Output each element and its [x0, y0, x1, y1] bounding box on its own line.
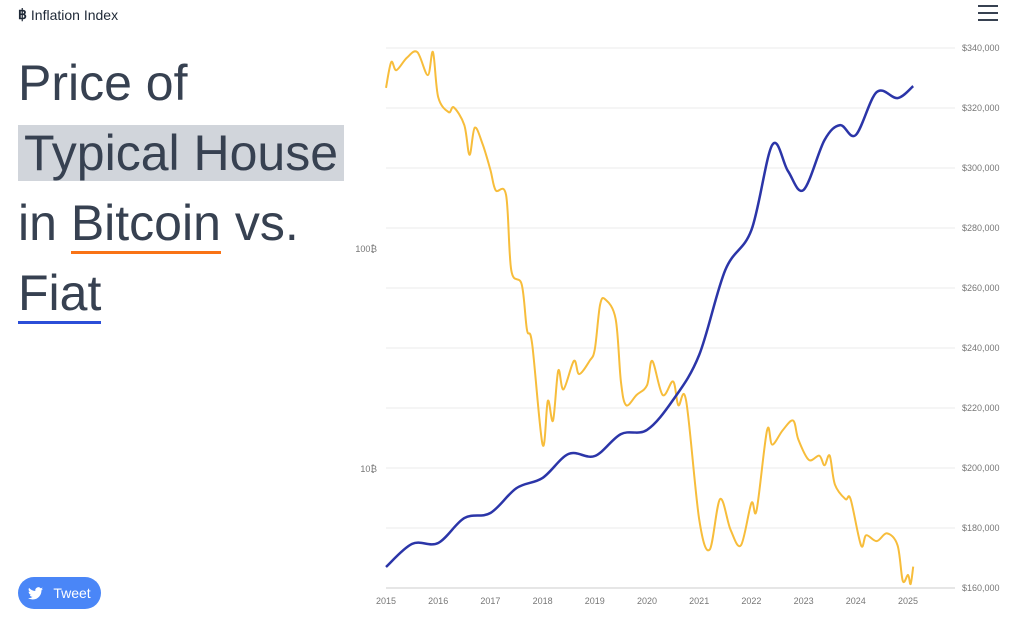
title-vs: vs.	[234, 195, 299, 251]
bitcoin-price-line	[385, 50, 915, 586]
tweet-label: Tweet	[53, 585, 91, 601]
x-axis-tick-label: 2019	[585, 596, 605, 606]
tweet-button[interactable]: Tweet	[18, 577, 101, 609]
right-axis-tick-label: $240,000	[962, 343, 1000, 353]
right-axis-tick-label: $260,000	[962, 283, 1000, 293]
title-word-in: in	[18, 195, 57, 251]
right-axis-tick-label: $340,000	[962, 43, 1000, 53]
x-axis-tick-label: 2017	[480, 596, 500, 606]
right-axis-tick-label: $200,000	[962, 463, 1000, 473]
hamburger-icon[interactable]	[978, 5, 998, 21]
right-axis-tick-label: $320,000	[962, 103, 1000, 113]
right-axis-tick-label: $280,000	[962, 223, 1000, 233]
left-axis-tick-label: 100₿	[355, 244, 377, 254]
x-axis-tick-label: 2024	[846, 596, 866, 606]
left-axis-tick-label: 10₿	[360, 464, 377, 474]
title-line-1: Price of	[18, 55, 188, 111]
title-highlight: Typical House	[18, 125, 345, 181]
x-axis-tick-label: 2018	[533, 596, 553, 606]
x-axis-tick-label: 2023	[794, 596, 814, 606]
fiat-price-line	[385, 85, 915, 568]
brand-name: Inflation Index	[30, 6, 119, 23]
right-axis-tick-label: $180,000	[962, 523, 1000, 533]
right-axis-tick-label: $160,000	[962, 583, 1000, 593]
page-title: Price of Typical House in Bitcoin vs. Fi…	[18, 48, 345, 328]
x-axis-tick-label: 2022	[741, 596, 761, 606]
x-axis-tick-label: 2020	[637, 596, 657, 606]
twitter-bird-icon	[28, 586, 44, 599]
title-bitcoin: Bitcoin	[70, 195, 221, 254]
title-fiat: Fiat	[18, 265, 102, 324]
right-axis-tick-label: $220,000	[962, 403, 1000, 413]
x-axis-tick-label: 2021	[689, 596, 709, 606]
bitcoin-logo-icon: ฿	[18, 6, 27, 22]
x-axis-tick-label: 2015	[376, 596, 396, 606]
x-axis-tick-label: 2016	[428, 596, 448, 606]
brand[interactable]: ฿ Inflation Index	[18, 6, 118, 23]
x-axis-tick-label: 2025	[898, 596, 918, 606]
right-axis-tick-label: $300,000	[962, 163, 1000, 173]
